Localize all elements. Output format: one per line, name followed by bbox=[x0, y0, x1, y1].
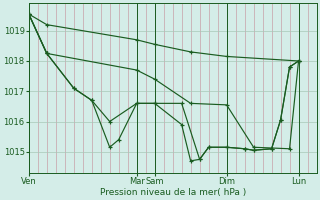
X-axis label: Pression niveau de la mer( hPa ): Pression niveau de la mer( hPa ) bbox=[100, 188, 246, 197]
